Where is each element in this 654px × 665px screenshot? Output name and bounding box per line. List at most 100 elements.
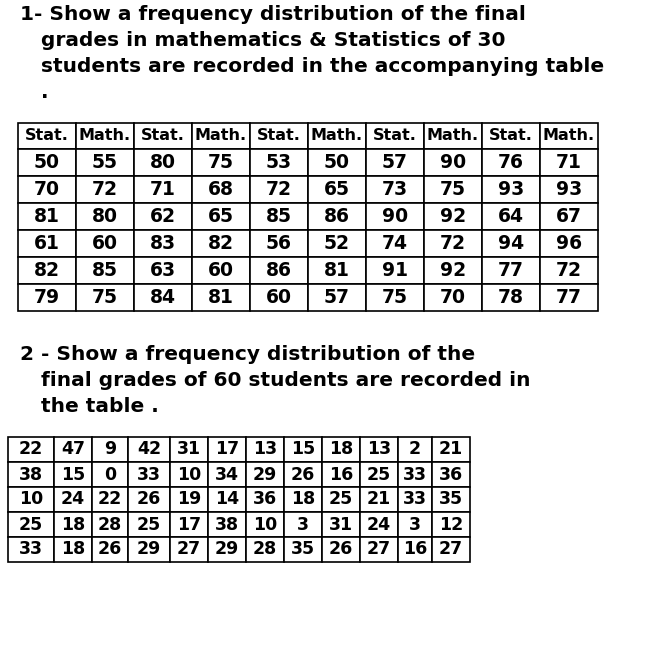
Text: 62: 62 — [150, 207, 176, 226]
Bar — [192, 257, 250, 284]
Text: Math.: Math. — [543, 128, 595, 144]
Text: 81: 81 — [208, 288, 234, 307]
Bar — [192, 284, 250, 311]
Bar — [208, 437, 246, 462]
Text: 75: 75 — [382, 288, 408, 307]
Text: 15: 15 — [61, 465, 85, 483]
Bar — [424, 123, 482, 149]
Bar — [92, 437, 128, 462]
Text: 64: 64 — [498, 207, 524, 226]
Text: 26: 26 — [291, 465, 315, 483]
Text: 31: 31 — [329, 515, 353, 533]
Text: 10: 10 — [253, 515, 277, 533]
Text: 52: 52 — [324, 234, 350, 253]
Bar — [18, 149, 76, 176]
Bar — [8, 437, 54, 462]
Bar — [54, 537, 92, 562]
Bar — [134, 203, 192, 230]
Bar — [284, 512, 322, 537]
Text: 17: 17 — [177, 515, 201, 533]
Text: 34: 34 — [215, 465, 239, 483]
Text: 18: 18 — [291, 491, 315, 509]
Bar — [246, 487, 284, 512]
Text: 36: 36 — [253, 491, 277, 509]
Text: 9: 9 — [104, 440, 116, 458]
Bar — [432, 487, 470, 512]
Bar — [398, 537, 432, 562]
Text: 93: 93 — [498, 180, 524, 199]
Bar — [54, 487, 92, 512]
Text: students are recorded in the accompanying table: students are recorded in the accompanyin… — [20, 57, 604, 76]
Bar — [76, 149, 134, 176]
Text: 13: 13 — [253, 440, 277, 458]
Text: 68: 68 — [208, 180, 234, 199]
Bar — [134, 257, 192, 284]
Bar — [284, 462, 322, 487]
Text: Stat.: Stat. — [25, 128, 69, 144]
Text: 14: 14 — [215, 491, 239, 509]
Text: 96: 96 — [556, 234, 582, 253]
Bar — [134, 123, 192, 149]
Bar — [170, 537, 208, 562]
Bar — [308, 257, 366, 284]
Bar — [482, 203, 540, 230]
Bar — [308, 203, 366, 230]
Text: 26: 26 — [137, 491, 161, 509]
Bar — [54, 437, 92, 462]
Bar — [482, 123, 540, 149]
Bar — [76, 284, 134, 311]
Text: 92: 92 — [440, 207, 466, 226]
Bar — [128, 462, 170, 487]
Bar — [134, 230, 192, 257]
Text: 27: 27 — [177, 541, 201, 559]
Bar — [540, 284, 598, 311]
Text: 72: 72 — [266, 180, 292, 199]
Bar — [360, 537, 398, 562]
Text: 25: 25 — [137, 515, 161, 533]
Text: 2 - Show a frequency distribution of the: 2 - Show a frequency distribution of the — [20, 345, 475, 364]
Text: 57: 57 — [324, 288, 350, 307]
Text: 77: 77 — [498, 261, 524, 280]
Text: 29: 29 — [137, 541, 161, 559]
Bar — [170, 462, 208, 487]
Text: final grades of 60 students are recorded in: final grades of 60 students are recorded… — [20, 371, 530, 390]
Text: 82: 82 — [208, 234, 234, 253]
Bar — [8, 537, 54, 562]
Bar — [134, 284, 192, 311]
Text: 75: 75 — [92, 288, 118, 307]
Bar — [250, 176, 308, 203]
Text: 29: 29 — [215, 541, 239, 559]
Text: 17: 17 — [215, 440, 239, 458]
Text: 18: 18 — [61, 541, 85, 559]
Bar — [18, 230, 76, 257]
Bar — [308, 230, 366, 257]
Bar — [366, 149, 424, 176]
Text: 15: 15 — [291, 440, 315, 458]
Text: 93: 93 — [556, 180, 582, 199]
Bar — [134, 149, 192, 176]
Bar — [92, 487, 128, 512]
Text: 86: 86 — [324, 207, 350, 226]
Bar — [250, 257, 308, 284]
Text: 50: 50 — [34, 153, 60, 172]
Text: 76: 76 — [498, 153, 524, 172]
Bar — [398, 462, 432, 487]
Text: 16: 16 — [329, 465, 353, 483]
Text: 16: 16 — [403, 541, 427, 559]
Bar — [170, 512, 208, 537]
Text: 38: 38 — [19, 465, 43, 483]
Text: Stat.: Stat. — [489, 128, 533, 144]
Text: .: . — [20, 83, 48, 102]
Bar — [128, 487, 170, 512]
Text: grades in mathematics & Statistics of 30: grades in mathematics & Statistics of 30 — [20, 31, 506, 50]
Bar — [308, 176, 366, 203]
Bar — [360, 487, 398, 512]
Text: 33: 33 — [19, 541, 43, 559]
Bar — [92, 462, 128, 487]
Bar — [432, 512, 470, 537]
Bar — [366, 230, 424, 257]
Text: 22: 22 — [98, 491, 122, 509]
Bar — [482, 149, 540, 176]
Bar — [92, 512, 128, 537]
Text: Stat.: Stat. — [141, 128, 185, 144]
